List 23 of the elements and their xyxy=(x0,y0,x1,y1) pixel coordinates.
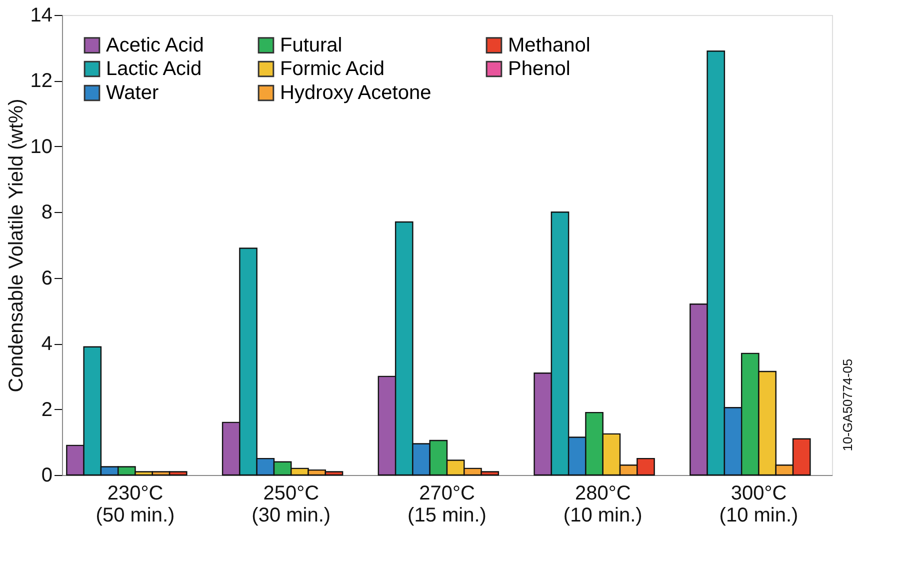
x-tick-label: 230°C (50 min.) xyxy=(96,482,175,526)
x-tick-label: 300°C (10 min.) xyxy=(719,482,798,526)
y-tick-label: 8 xyxy=(41,202,52,224)
y-tick-label: 10 xyxy=(30,136,52,158)
y-tick-label: 0 xyxy=(41,464,52,486)
y-tick-label: 6 xyxy=(41,267,52,290)
legend-label: Lactic Acid xyxy=(106,58,202,80)
y-tick-label: 2 xyxy=(41,398,52,421)
x-tick-label: 250°C (30 min.) xyxy=(252,482,331,526)
legend-label: Phenol xyxy=(508,58,570,80)
y-tick-label: 12 xyxy=(30,70,52,92)
legend-label: Formic Acid xyxy=(280,58,384,80)
legend-label: Water xyxy=(106,82,159,104)
x-tick-label: 270°C (15 min.) xyxy=(408,482,486,526)
x-tick-label: 280°C (10 min.) xyxy=(563,482,642,526)
legend-label: Methanol xyxy=(508,34,590,56)
legend-label: Futural xyxy=(280,34,342,56)
y-tick-label: 14 xyxy=(30,4,52,26)
legend-label: Acetic Acid xyxy=(106,34,204,56)
text: 10-GA50774-05 xyxy=(840,358,855,452)
y-axis-title: Condensable Volatile Yield (wt%) xyxy=(5,98,28,392)
legend-label: Hydroxy Acetone xyxy=(280,82,432,104)
y-tick-label: 4 xyxy=(41,333,52,356)
